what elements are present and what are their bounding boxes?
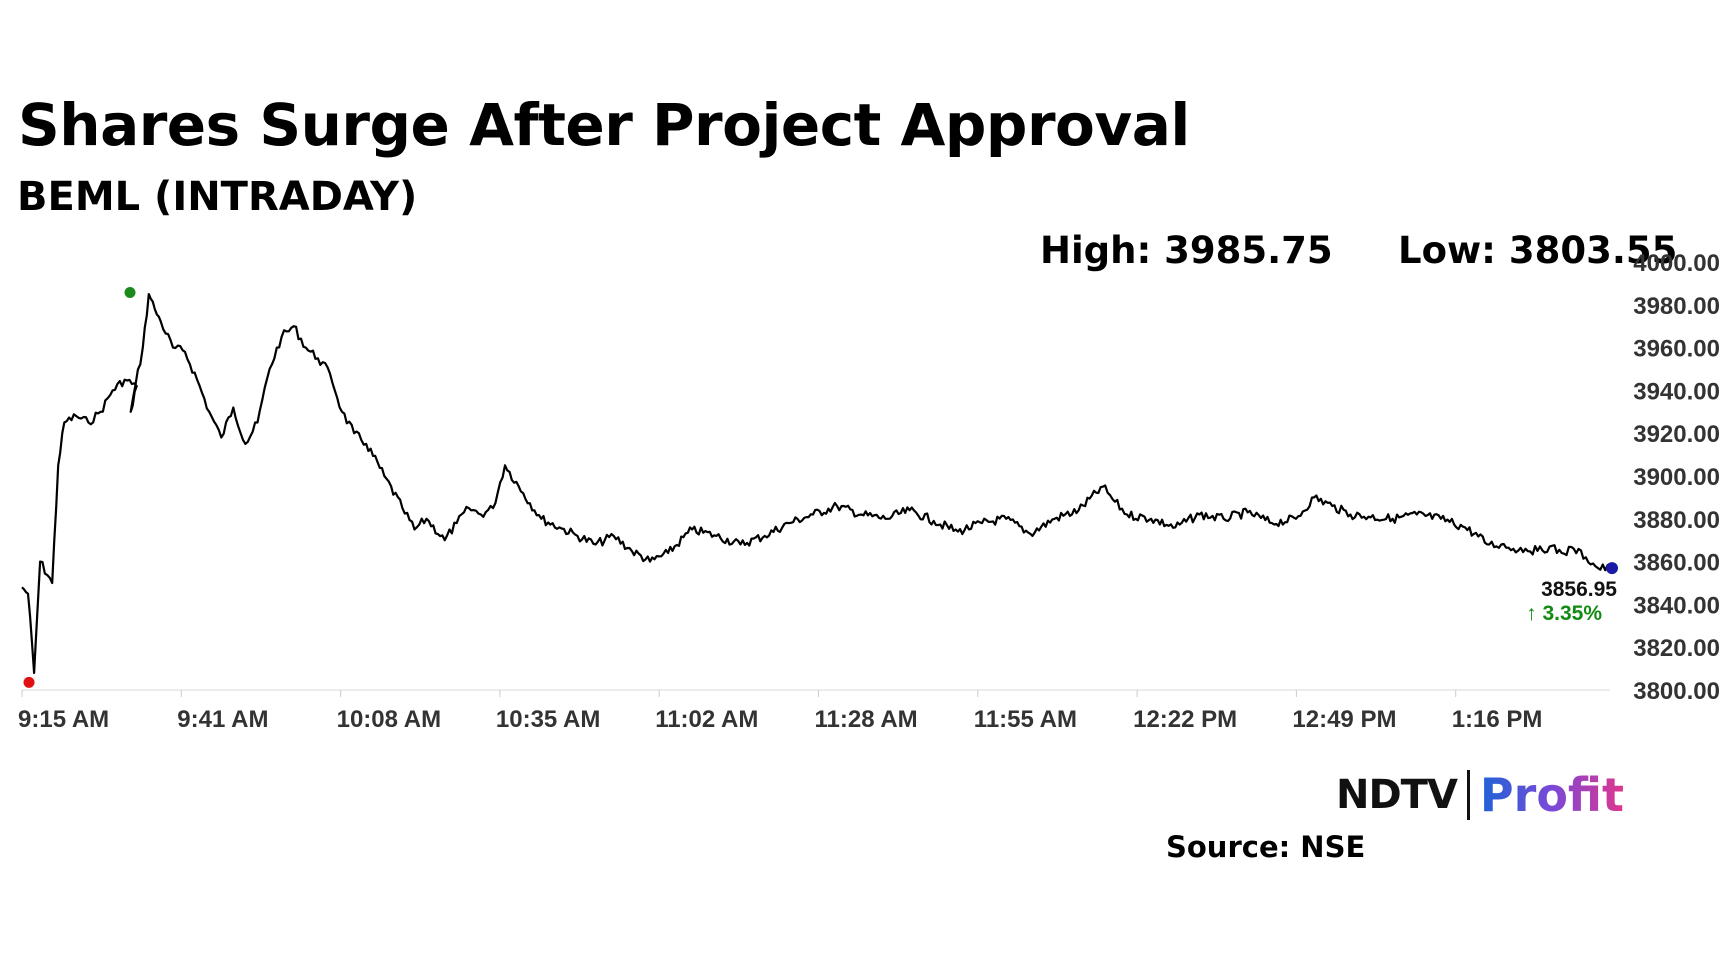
low-value: Low: 3803.55 (1398, 229, 1678, 272)
y-tick-label: 3880.00 (1633, 507, 1720, 534)
y-tick-label: 3980.00 (1633, 293, 1720, 320)
chart-title: Shares Surge After Project Approval (18, 91, 1190, 159)
source-note: Source: NSE (1166, 830, 1366, 864)
y-tick-label: 3920.00 (1633, 421, 1720, 448)
chart-subtitle: BEML (INTRADAY) (17, 174, 418, 220)
y-tick-label: 3960.00 (1633, 336, 1720, 363)
low-marker (23, 676, 35, 688)
x-tick-label: 9:41 AM (177, 706, 268, 733)
x-tick-label: 10:08 AM (337, 706, 441, 733)
price-line (21, 293, 1611, 674)
last-price-label: 3856.95 (1541, 578, 1617, 601)
last-price-marker (1606, 562, 1618, 575)
y-tick-label: 3940.00 (1633, 378, 1720, 405)
profit-wordmark: Profit (1479, 768, 1625, 822)
x-tick-label: 12:49 PM (1292, 706, 1396, 733)
last-change-label: ↑ 3.35% (1526, 602, 1602, 625)
x-tick-label: 10:35 AM (496, 706, 600, 733)
high-marker (124, 286, 136, 298)
y-tick-label: 3820.00 (1633, 635, 1720, 662)
y-tick-label: 4000.00 (1633, 250, 1720, 277)
y-tick-label: 3840.00 (1633, 592, 1720, 619)
x-tick-label: 11:28 AM (815, 706, 918, 733)
high-value: High: 3985.75 (1040, 229, 1333, 272)
y-tick-label: 3860.00 (1633, 550, 1720, 577)
y-tick-label: 3900.00 (1633, 464, 1720, 491)
logo-divider (1466, 770, 1470, 820)
x-tick-label: 11:55 AM (974, 706, 1077, 733)
x-tick-label: 9:15 AM (18, 706, 109, 733)
x-tick-label: 11:02 AM (655, 706, 758, 733)
ndtv-wordmark: NDTV (1336, 772, 1458, 818)
y-tick-label: 3800.00 (1633, 678, 1720, 705)
x-tick-label: 12:22 PM (1133, 706, 1237, 733)
x-tick-label: 1:16 PM (1452, 706, 1543, 733)
ndtv-profit-logo: NDTV Profit (1336, 768, 1625, 822)
